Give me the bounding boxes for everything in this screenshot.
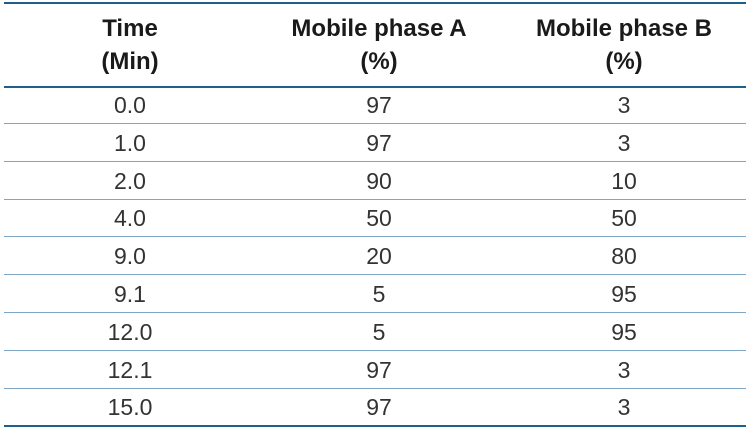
- table-row: 2.0 90 10: [4, 162, 746, 200]
- table-row: 12.1 97 3: [4, 351, 746, 389]
- header-text: Time: [102, 15, 158, 42]
- table-cell: 5: [372, 281, 386, 307]
- table-cell: 3: [617, 394, 631, 421]
- header-text: (%): [605, 48, 643, 75]
- table-cell: 97: [366, 92, 392, 118]
- header-cell: Mobile phase B (%): [502, 12, 746, 78]
- table-cell: 97: [366, 129, 392, 156]
- table-cell: 9.0: [114, 243, 146, 270]
- table-cell: 50: [366, 205, 392, 232]
- table-header: Time (Min) Mobile phase A (%) Mobile phase B…: [4, 2, 746, 88]
- table-cell: 97: [366, 394, 392, 421]
- table-row: 9.0 20 80: [4, 237, 746, 276]
- table-cell: 1.0: [114, 129, 146, 156]
- table-cell: 95: [611, 318, 637, 345]
- table-cell: 9.1: [114, 281, 146, 307]
- table-cell: 3: [617, 356, 631, 383]
- header-cell: Time (Min): [4, 12, 256, 78]
- table-row: 12.0 5 95: [4, 313, 746, 351]
- table-cell: 12.0: [107, 318, 153, 345]
- table-cell: 2.0: [114, 167, 146, 194]
- header-text: Mobile phase B: [535, 15, 713, 42]
- table-cell: 80: [611, 243, 637, 270]
- table-row: 15.0 97 3: [4, 388, 746, 428]
- table-cell: 20: [366, 243, 392, 270]
- table-cell: 3: [617, 92, 631, 118]
- header-text: (Min): [101, 48, 159, 75]
- table-row: 4.0 50 50: [4, 199, 746, 238]
- table-cell: 90: [366, 167, 392, 194]
- table-cell: 15.0: [107, 394, 153, 421]
- table-row: 1.0 97 3: [4, 124, 746, 162]
- table-cell: 12.1: [107, 356, 153, 383]
- table-cell: 95: [611, 281, 637, 307]
- table-cell: 0.0: [114, 92, 146, 118]
- header-cell: Mobile phase A (%): [256, 12, 502, 78]
- table-row: 9.1 5 95: [4, 275, 746, 313]
- table-cell: 50: [611, 205, 637, 232]
- table-cell: 10: [611, 167, 637, 194]
- table-cell: 5: [372, 318, 386, 345]
- gradient-table: Time (Min) Mobile phase A (%) Mobile phase B…: [4, 0, 746, 429]
- table-cell: 3: [617, 129, 631, 156]
- header-text: Mobile phase A: [291, 15, 467, 42]
- table-cell: 4.0: [114, 205, 146, 232]
- table-cell: 97: [366, 356, 392, 383]
- header-text: (%): [360, 48, 398, 75]
- table-row: 0.0 97 3: [4, 86, 746, 124]
